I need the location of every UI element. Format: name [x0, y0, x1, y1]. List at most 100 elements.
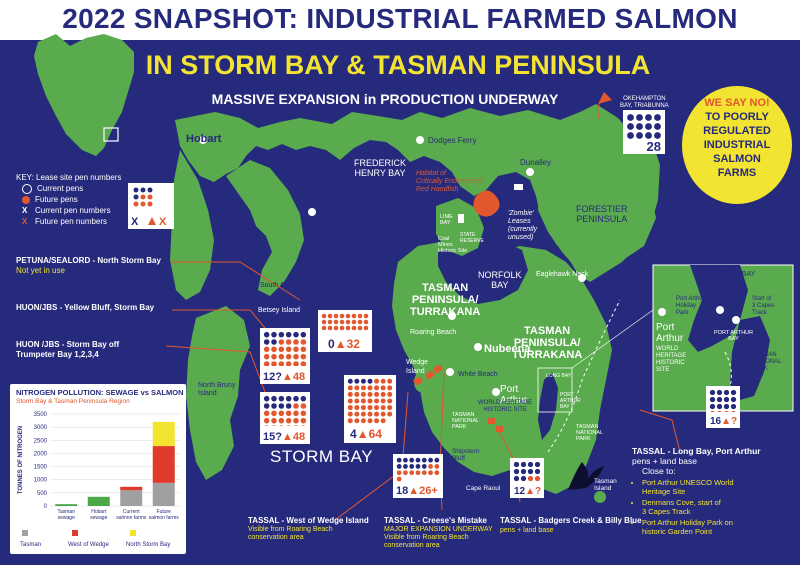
land-mainland	[175, 104, 660, 282]
future-pen	[321, 319, 327, 325]
future-pen	[354, 385, 360, 391]
key-pen-dot	[133, 187, 139, 193]
future-pen	[263, 410, 270, 417]
label-norfolk-bay: NORFOLK BAY	[478, 270, 522, 290]
tasmania-locator	[103, 127, 119, 142]
land-lime-bay	[436, 198, 484, 256]
inset-label-port-arthur: Port Arthur	[656, 322, 684, 344]
label-tasman-island: Tasman Island	[594, 478, 617, 492]
chart-legend-swatch	[72, 530, 78, 536]
chart-y-tick: 1000	[34, 478, 48, 484]
current-pen	[654, 132, 661, 139]
current-pen	[654, 123, 661, 130]
current-pen	[723, 403, 730, 410]
label-dunalley: Dunalley	[520, 158, 552, 167]
future-pen	[434, 464, 440, 469]
future-pen	[374, 411, 380, 417]
land-tasman-island	[594, 491, 606, 503]
chart-y-tick: 3500	[34, 412, 48, 418]
future-pen	[380, 418, 386, 424]
close-item: Port Arthur Holiday Park on historic Gar…	[642, 518, 797, 536]
current-pen	[415, 457, 421, 463]
count-trumpeter: 15?▲48	[263, 431, 306, 443]
current-pen	[354, 378, 360, 384]
future-pen	[300, 425, 307, 431]
current-pen	[403, 457, 408, 463]
future-pen	[327, 325, 333, 331]
current-pen	[293, 331, 299, 338]
future-pen	[354, 418, 360, 424]
chart-y-tick: 3000	[34, 425, 48, 431]
future-pen	[357, 313, 363, 319]
huon-yellow-bluff-note: HUON/JBS - Yellow Bluff, Storm Bay	[16, 303, 155, 312]
handfish-icon	[473, 190, 500, 217]
future-pen	[271, 425, 277, 431]
chart-category-label: Current	[123, 509, 140, 515]
future-pen	[347, 405, 353, 411]
whale-tail-icon	[568, 462, 604, 490]
chart-legend-label: West of Wedge	[68, 542, 109, 548]
future-pen	[300, 339, 307, 345]
current-pen	[520, 468, 527, 475]
future-pen	[360, 391, 366, 397]
leader-long-bay	[639, 409, 681, 453]
future-pen	[263, 417, 270, 424]
chart-y-tick: 1500	[34, 465, 48, 471]
future-pen	[354, 411, 360, 417]
tassal-close-list: Port Arthur UNESCO World Heritage Site D…	[632, 478, 797, 536]
future-pen	[363, 325, 369, 331]
future-pen	[333, 325, 339, 331]
key-current-x: X	[131, 216, 139, 228]
future-pen	[271, 346, 277, 353]
future-pen	[351, 313, 357, 319]
future-pen	[387, 405, 393, 411]
future-pen	[347, 398, 353, 404]
chart-category-label: Hobart	[91, 509, 107, 515]
count-wedge: 4▲64	[350, 427, 382, 441]
current-pen	[396, 464, 402, 469]
key-pen-dot	[140, 194, 146, 200]
chart-category-label: salmon farms	[116, 515, 147, 521]
future-pen	[709, 410, 716, 417]
page-title: 2022 SNAPSHOT: INDUSTRIAL FARMED SALMON	[62, 3, 738, 34]
count-okehampton: 28	[646, 139, 661, 154]
pen-box-yellow-bluff: 12?▲48	[260, 328, 310, 384]
current-pen	[636, 114, 643, 121]
future-pen	[327, 313, 333, 319]
current-pen	[636, 123, 643, 130]
pen-box-long-bay: 16▲?	[706, 386, 740, 428]
current-pen	[709, 389, 716, 396]
current-pen	[709, 396, 716, 403]
current-pen	[263, 395, 270, 402]
future-pen	[339, 325, 345, 331]
label-tasman-np-1: TASMAN NATIONAL PARK	[452, 412, 480, 430]
current-pen	[403, 464, 408, 469]
current-pen	[716, 396, 723, 403]
future-pen	[387, 411, 393, 417]
leader-trumpeter	[165, 345, 269, 401]
future-pen	[345, 313, 351, 319]
future-pen	[347, 418, 353, 424]
key-pen-dot	[147, 187, 153, 193]
chart-y-tick: 2500	[34, 438, 48, 444]
current-pen	[271, 395, 277, 402]
future-pen	[363, 313, 369, 319]
future-pen	[415, 470, 421, 476]
label-storm-bay: STORM BAY	[270, 447, 374, 466]
label-betsey-island: Betsey Island	[258, 307, 301, 314]
pen-grid-long-bay	[709, 389, 737, 417]
future-pen	[300, 417, 307, 424]
future-pen	[351, 325, 357, 331]
key-future-numbers: X Future pen numbers	[22, 217, 108, 226]
key-title: KEY: Lease site pen numbers	[16, 173, 122, 182]
chart-bar-segment	[55, 504, 78, 506]
key-current-pens: Current pens	[22, 183, 176, 194]
pen-box-wedge: 4▲64	[344, 375, 396, 443]
key-future-pens: Future pens	[22, 194, 176, 205]
chart-category-label: sewage	[58, 515, 75, 521]
future-pen	[327, 319, 333, 325]
label-lime-bay: LIME BAY	[440, 214, 453, 226]
